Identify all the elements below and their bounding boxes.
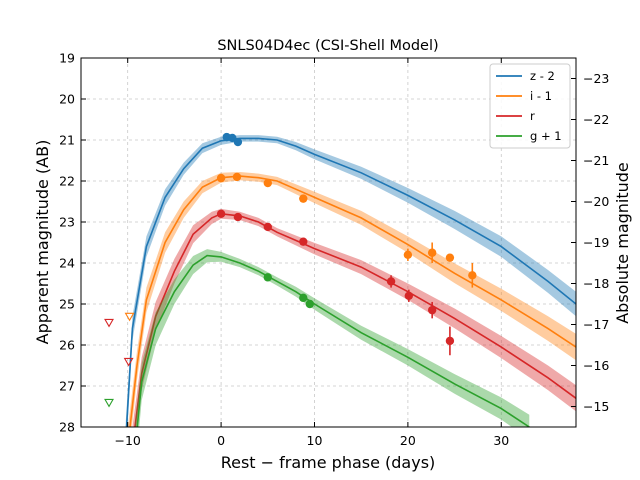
model-line-0 xyxy=(125,137,576,427)
legend-entry: i - 1 xyxy=(530,89,552,103)
data-point xyxy=(386,277,396,286)
y-right-tick-label: −18 xyxy=(583,276,609,291)
series-group xyxy=(104,132,576,427)
data-point xyxy=(404,291,414,300)
data-point xyxy=(263,178,272,188)
y-tick-label: 28 xyxy=(59,420,75,435)
data-point xyxy=(468,271,477,280)
y-right-tick-label: −20 xyxy=(583,194,609,209)
data-point xyxy=(445,253,455,262)
y-right-tick-label: −22 xyxy=(583,112,609,127)
y-tick-label: 25 xyxy=(59,297,75,312)
x-tick-label: 30 xyxy=(493,433,509,448)
legend-entry: r xyxy=(530,109,535,123)
y-right-tick-label: −21 xyxy=(583,153,609,168)
data-point xyxy=(263,222,272,232)
data-point xyxy=(305,299,315,309)
data-point xyxy=(427,305,437,315)
data-point xyxy=(427,248,437,257)
legend-entry: g + 1 xyxy=(530,129,562,143)
model-band-1 xyxy=(127,172,576,427)
chart-title: SNLS04D4ec (CSI-Shell Model) xyxy=(217,38,438,54)
upper-limit-marker xyxy=(123,357,134,367)
y-tick-label: 23 xyxy=(59,215,75,230)
y-tick-label: 19 xyxy=(59,51,75,66)
model-band-3 xyxy=(135,249,530,427)
plot-area: −10 0 10 20 30 19 20 21 22 23 24 25 26 27 28 −23 −22 −21 −… xyxy=(59,51,609,449)
data-point xyxy=(263,273,272,282)
x-tick-label: −10 xyxy=(115,433,141,448)
y-right-tick-label: −23 xyxy=(583,71,609,86)
y-right-tick-label: −15 xyxy=(583,399,609,414)
y-tick-label: 27 xyxy=(59,379,75,394)
data-point xyxy=(216,209,226,218)
x-axis-label: Rest − frame phase (days) xyxy=(221,453,436,472)
x-tick-label: 10 xyxy=(307,433,323,448)
y-axis-label: Apparent magnitude (AB) xyxy=(33,140,52,345)
data-point xyxy=(232,172,242,182)
data-point xyxy=(299,194,308,203)
y-right-tick-label: −19 xyxy=(583,235,609,250)
y-right-tick-label: −16 xyxy=(583,358,609,373)
upper-limit-marker xyxy=(124,312,135,322)
upper-limit-marker xyxy=(104,398,114,408)
y-tick-label: 22 xyxy=(59,174,75,189)
data-point xyxy=(233,212,243,222)
x-tick-label: 20 xyxy=(400,433,416,448)
upper-limit-marker xyxy=(104,318,114,328)
data-point xyxy=(445,336,455,346)
x-tick-label: 0 xyxy=(217,433,225,448)
data-point xyxy=(216,173,226,183)
y-tick-label: 26 xyxy=(59,338,75,353)
data-point xyxy=(403,250,413,259)
y-tick-label: 20 xyxy=(59,92,75,107)
legend-box xyxy=(489,63,571,149)
data-point xyxy=(299,237,308,246)
data-point xyxy=(299,293,308,303)
data-point xyxy=(233,137,243,147)
model-line-3 xyxy=(136,254,530,427)
legend: z - 2 i - 1 r g + 1 xyxy=(489,63,571,149)
y-right-tick-label: −17 xyxy=(583,317,609,332)
y-tick-label: 24 xyxy=(59,256,75,271)
y-tick-label: 21 xyxy=(59,133,75,148)
legend-entry: z - 2 xyxy=(530,69,555,83)
y-axis-right-label: Absolute magnitude xyxy=(613,162,632,324)
